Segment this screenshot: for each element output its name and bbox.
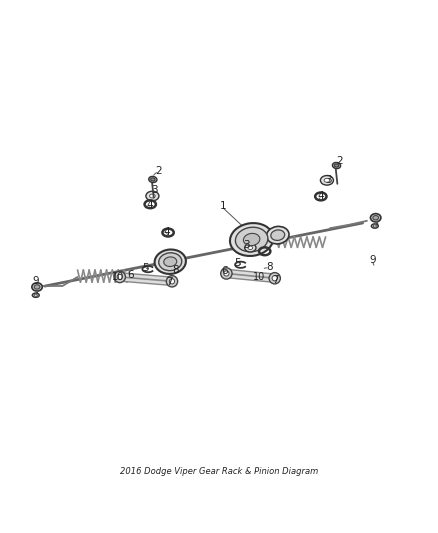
Circle shape	[166, 276, 178, 287]
Ellipse shape	[159, 253, 182, 271]
Ellipse shape	[34, 285, 40, 289]
Ellipse shape	[373, 225, 376, 227]
Circle shape	[224, 271, 229, 276]
Ellipse shape	[248, 246, 253, 249]
Ellipse shape	[34, 294, 37, 296]
Ellipse shape	[155, 249, 186, 274]
Text: 2: 2	[337, 156, 343, 166]
Ellipse shape	[151, 178, 155, 181]
Text: 9: 9	[32, 276, 39, 286]
Ellipse shape	[324, 179, 330, 182]
Ellipse shape	[32, 283, 42, 291]
Ellipse shape	[332, 163, 341, 168]
Text: 10: 10	[112, 271, 124, 281]
Ellipse shape	[150, 194, 155, 198]
Text: 9: 9	[370, 255, 376, 265]
Ellipse shape	[146, 191, 159, 201]
Text: 7: 7	[166, 277, 172, 287]
Text: 8: 8	[266, 262, 273, 272]
Ellipse shape	[244, 233, 260, 246]
Text: 6: 6	[127, 270, 134, 280]
Text: 5: 5	[142, 263, 148, 273]
Circle shape	[170, 279, 175, 284]
Text: 4: 4	[164, 227, 170, 237]
Text: 8: 8	[172, 265, 179, 275]
Ellipse shape	[373, 215, 378, 220]
Ellipse shape	[371, 224, 378, 228]
Text: 3: 3	[325, 175, 332, 185]
Text: 4: 4	[318, 191, 324, 201]
Ellipse shape	[271, 230, 285, 240]
Ellipse shape	[32, 293, 39, 297]
Text: 1: 1	[220, 200, 226, 211]
Text: 3: 3	[243, 240, 249, 250]
Ellipse shape	[235, 227, 268, 252]
Ellipse shape	[245, 244, 256, 252]
Text: 6: 6	[221, 266, 228, 276]
Circle shape	[269, 272, 280, 284]
Text: 3: 3	[151, 185, 158, 195]
Ellipse shape	[371, 214, 381, 222]
Ellipse shape	[230, 223, 273, 256]
Ellipse shape	[149, 176, 157, 182]
Ellipse shape	[164, 257, 177, 266]
Text: 5: 5	[234, 259, 241, 269]
Ellipse shape	[266, 227, 289, 244]
Text: 7: 7	[272, 274, 279, 285]
Circle shape	[114, 271, 125, 282]
Text: 4: 4	[146, 200, 153, 210]
Ellipse shape	[334, 164, 339, 167]
Circle shape	[117, 274, 122, 279]
Circle shape	[272, 276, 277, 281]
Circle shape	[221, 268, 232, 279]
Text: 2: 2	[155, 166, 162, 176]
Text: 2016 Dodge Viper Gear Rack & Pinion Diagram: 2016 Dodge Viper Gear Rack & Pinion Diag…	[120, 466, 318, 475]
Ellipse shape	[321, 175, 333, 185]
Text: 10: 10	[253, 271, 265, 281]
